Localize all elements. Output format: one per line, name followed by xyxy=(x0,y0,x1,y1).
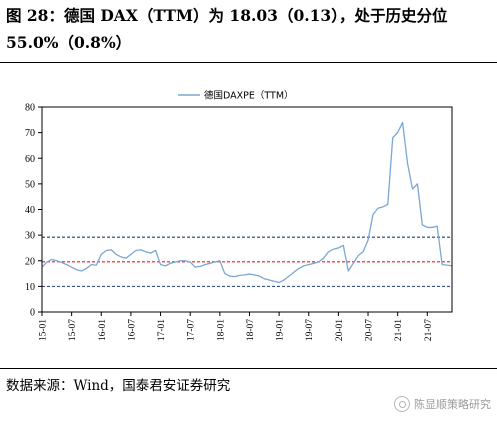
x-tick-label: 17-01 xyxy=(157,319,167,341)
y-tick-label: 70 xyxy=(25,128,35,139)
y-tick-label: 10 xyxy=(25,282,35,293)
y-tick-label: 60 xyxy=(25,154,35,165)
x-tick-label: 18-01 xyxy=(216,319,226,341)
plot-frame xyxy=(41,106,453,313)
x-tick-label: 19-01 xyxy=(276,319,286,341)
y-tick-label: 40 xyxy=(25,205,35,216)
reference-lines xyxy=(42,236,452,287)
y-tick-label: 50 xyxy=(25,179,35,190)
x-tick-label: 19-07 xyxy=(305,319,315,341)
wechat-icon xyxy=(394,396,410,412)
y-tick-label: 0 xyxy=(30,308,35,319)
x-tick-label: 20-01 xyxy=(335,319,345,341)
x-tick-label: 17-07 xyxy=(187,319,197,341)
series-layer xyxy=(41,121,453,284)
watermark: 陈显顺策略研究 xyxy=(394,396,491,412)
footer-divider xyxy=(0,368,497,369)
y-axis: 0 10 20 30 40 50 60 70 80 xyxy=(25,103,42,319)
title-divider xyxy=(0,62,497,63)
x-tick-label: 16-01 xyxy=(98,319,108,341)
legend-label: 德国DAXPE（TTM） xyxy=(204,90,294,102)
source-note: 数据来源：Wind，国泰君安证券研究 xyxy=(6,378,231,394)
y-tick-label: 80 xyxy=(25,103,35,114)
chart-legend: 德国DAXPE（TTM） xyxy=(178,90,294,102)
y-tick-label: 30 xyxy=(25,231,35,242)
series-line xyxy=(41,121,453,284)
x-tick-label: 15-01 xyxy=(39,319,49,341)
watermark-text: 陈显顺策略研究 xyxy=(414,398,491,411)
x-tick-label: 15-07 xyxy=(68,319,78,341)
figure-title: 图 28：德国 DAX（TTM）为 18.03（0.13），处于历史分位 55.… xyxy=(6,6,448,52)
x-tick-label: 21-07 xyxy=(424,319,434,341)
x-tick-label: 18-07 xyxy=(246,319,256,341)
x-tick-label: 20-07 xyxy=(365,319,375,341)
x-tick-label: 16-07 xyxy=(127,319,137,341)
x-axis: 15-01 15-07 16-01 16-07 17-01 17-07 18-01 18-07… xyxy=(39,312,434,341)
x-tick-label: 21-01 xyxy=(394,319,404,341)
y-tick-label: 20 xyxy=(25,256,35,267)
